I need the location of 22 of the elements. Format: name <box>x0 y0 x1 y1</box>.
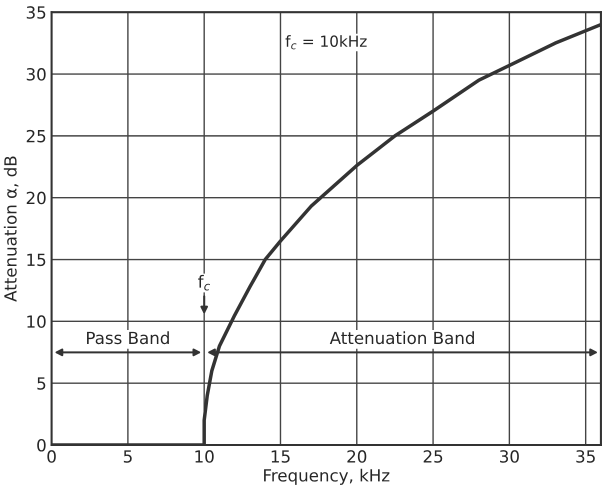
y-tick-label: 10 <box>27 315 46 328</box>
x-tick-label: 15 <box>272 450 290 463</box>
y-axis-title: Attenuation α, dB <box>4 156 18 302</box>
annotation: f$_{c}$ <box>198 274 210 290</box>
x-tick-label: 0 <box>47 450 56 463</box>
x-tick-label: 30 <box>500 450 519 463</box>
y-tick-label: 35 <box>26 6 46 19</box>
x-axis-title: Frequency, kHz <box>264 468 390 485</box>
annotation: f$_{c}$ = 10kHz <box>286 35 367 50</box>
y-tick-label: 15 <box>27 254 46 266</box>
x-tick-label: 5 <box>124 450 132 463</box>
annotation: Attenuation Band <box>330 331 474 344</box>
x-tick-label: 10 <box>195 450 214 463</box>
y-tick-label: 25 <box>26 130 46 142</box>
y-tick-label: 20 <box>26 192 46 204</box>
annotation: Pass Band <box>87 331 169 344</box>
x-tick-label: 20 <box>347 450 366 463</box>
x-tick-label: 35 <box>576 450 595 463</box>
y-tick-label: 5 <box>37 377 46 390</box>
y-tick-label: 0 <box>37 438 46 452</box>
x-tick-label: 25 <box>424 450 442 463</box>
y-tick-label: 30 <box>26 68 46 81</box>
